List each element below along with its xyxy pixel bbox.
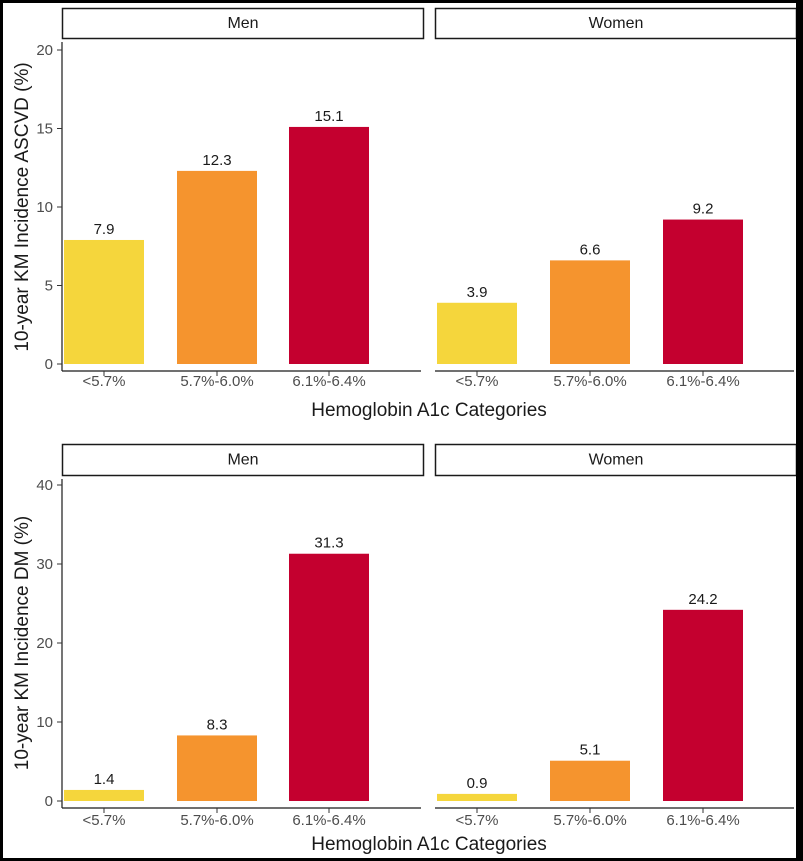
bar-value-label: 6.6 [580,241,601,258]
y-tick-label: 20 [36,42,53,59]
y-tick-label: 0 [45,356,53,373]
bar-value-label: 12.3 [202,152,231,169]
bar [550,260,630,364]
bar-value-label: 0.9 [467,775,488,792]
x-axis-title: Hemoglobin A1c Categories [311,834,547,855]
bar [177,735,257,801]
bar [437,793,517,801]
panel-men: Men 1.4 <5.7% 8.3 5.7%-6.0% 31.3 6.1%-6.4% [61,443,425,829]
y-tick-label: 10 [36,714,53,731]
panel-women: Women 3.9 <5.7% 6.6 5.7%-6.0% 9.2 6.1%-6.4% [434,7,796,390]
bar-value-label: 9.2 [693,201,714,218]
x-tick-label: 5.7%-6.0% [180,373,253,390]
y-tick-label: 30 [36,556,53,573]
bar [289,126,369,365]
bar [550,760,630,801]
facet-strip-label: Men [227,15,258,32]
panel-men: Men 7.9 <5.7% 12.3 5.7%-6.0% 15.1 6.1%-6.4% [61,7,425,390]
bar-value-label: 15.1 [314,108,343,125]
facet-strip-label: Men [227,452,258,469]
x-tick-label: 6.1%-6.4% [292,812,365,829]
facet-strip [61,443,425,477]
x-tick-label: 6.1%-6.4% [292,373,365,390]
bar-value-label: 1.4 [94,771,115,788]
bar-value-label: 7.9 [94,221,115,238]
bar [289,553,369,801]
facet-strip [434,7,796,40]
x-tick-label: <5.7% [83,373,126,390]
facet-strip-label: Women [589,452,644,469]
bar-value-label: 3.9 [467,284,488,301]
bar-value-label: 24.2 [688,591,717,608]
bar-value-label: 5.1 [580,742,601,759]
y-axis-title: 10-year KM Incidence ASCVD (%) [12,62,33,351]
figure: 0 5 10 15 20 10-year KM Incidence ASCVD (%) He… [3,3,796,858]
y-tick-label: 10 [36,199,53,216]
bar [663,609,743,801]
x-tick-label: 5.7%-6.0% [553,373,626,390]
y-tick-label: 5 [45,278,53,295]
facet-strip [434,443,796,477]
x-tick-label: 6.1%-6.4% [666,373,739,390]
y-axis-title: 10-year KM Incidence DM (%) [12,516,33,770]
x-tick-label: <5.7% [456,373,499,390]
chart-dm: 0 10 20 30 40 10-year KM Incidence DM (%) Hemo… [12,443,796,855]
bar [177,170,257,364]
panel-women: Women 0.9 <5.7% 5.1 5.7%-6.0% 24.2 6.1%-6.4% [434,443,796,829]
bar-value-label: 31.3 [314,535,343,552]
x-tick-label: 6.1%-6.4% [666,812,739,829]
bar-value-label: 8.3 [207,716,228,733]
y-tick-label: 40 [36,477,53,494]
x-tick-label: 5.7%-6.0% [180,812,253,829]
x-tick-label: <5.7% [456,812,499,829]
y-tick-label: 20 [36,635,53,652]
bar [663,219,743,364]
x-tick-label: <5.7% [83,812,126,829]
y-tick-label: 0 [45,793,53,810]
x-axis-title: Hemoglobin A1c Categories [311,400,547,421]
bar [64,239,144,364]
y-tick-label: 15 [36,121,53,138]
facet-strip [61,7,425,40]
bar [437,302,517,364]
facet-strip-label: Women [589,15,644,32]
bar [64,789,144,801]
x-tick-label: 5.7%-6.0% [553,812,626,829]
